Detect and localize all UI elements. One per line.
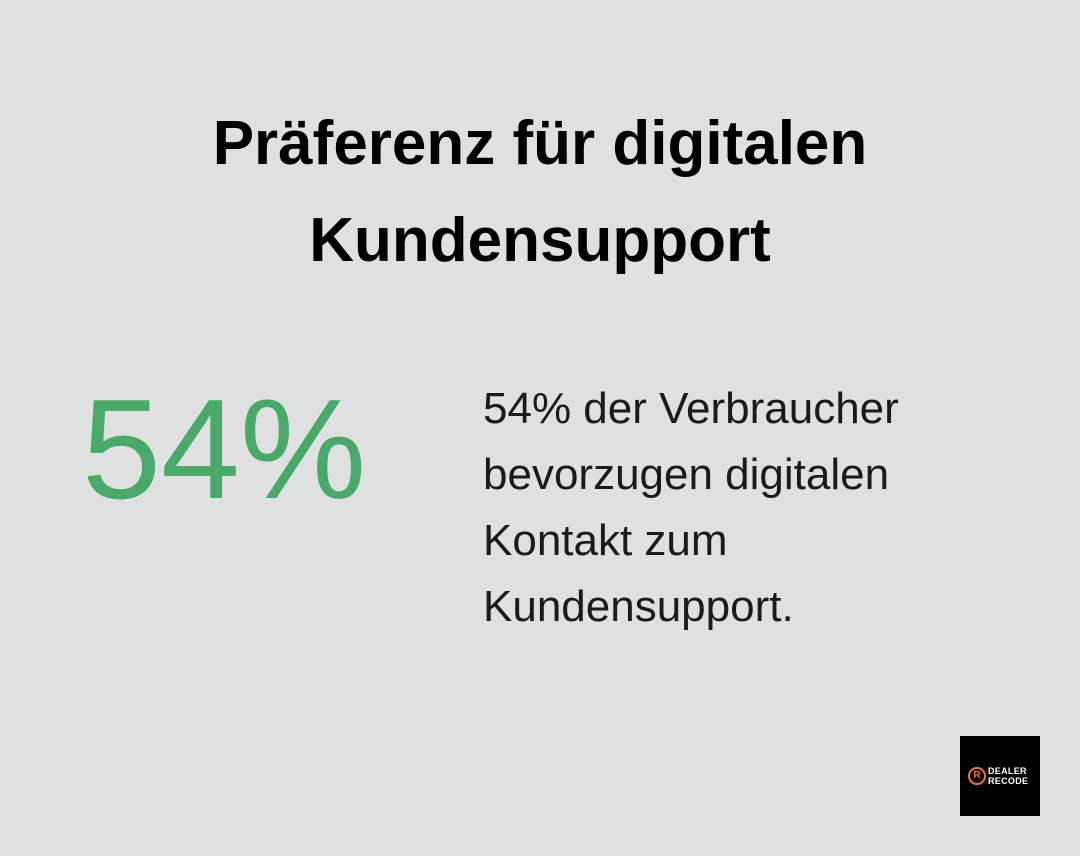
description-line: Kontakt zum [483,516,728,565]
title-line: Präferenz für digitalen [212,109,868,178]
logo-icon: R [968,767,986,785]
title: Präferenz für digitalen Kundensupport [0,95,1080,289]
logo: R DEALER RECODE [960,736,1040,816]
logo-word: RECODE [988,776,1029,786]
description-line: 54% der Verbraucher [483,384,899,433]
stat-description: 54% der Verbraucher bevorzugen digitalen… [483,376,899,640]
description-line: bevorzugen digitalen [483,450,890,499]
description-line: Kundensupport. [483,582,794,631]
title-line: Kundensupport [309,206,771,275]
logo-word: DEALER [988,766,1027,776]
stat-value: 54% [82,370,367,529]
